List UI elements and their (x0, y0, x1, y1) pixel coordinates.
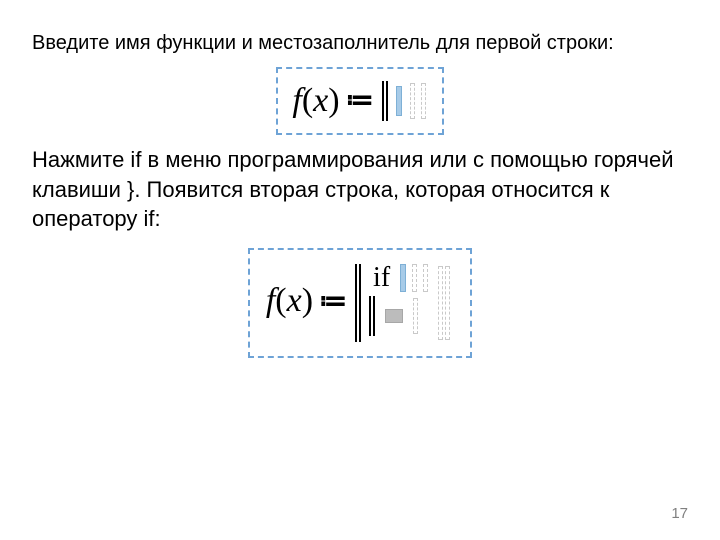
if-condition-slot (400, 264, 406, 292)
if-body (369, 296, 428, 336)
slide-page: Введите имя функции и местозаполнитель д… (0, 0, 720, 540)
open-paren: ( (302, 82, 313, 119)
placeholder-empty (423, 264, 428, 292)
open-paren: ( (275, 282, 286, 319)
func-name: f (292, 82, 301, 119)
placeholder-empty (421, 83, 426, 119)
bar (382, 81, 384, 121)
placeholder-empty (445, 266, 450, 340)
bar (386, 81, 388, 121)
math-box-2: f(x) ≔ if (248, 248, 472, 358)
figure-2: f(x) ≔ if (32, 248, 688, 358)
close-paren: ) (302, 282, 313, 319)
if-keyword: if (373, 264, 390, 292)
bar (355, 264, 357, 342)
placeholder-empty (412, 264, 417, 292)
if-header: if (369, 264, 428, 292)
close-paren: ) (328, 82, 339, 119)
assign-op: ≔ (319, 288, 347, 316)
bar (369, 296, 371, 336)
function-expr: f(x) (266, 284, 313, 318)
bar (359, 264, 361, 342)
math-box-1: f(x) ≔ (276, 67, 443, 135)
placeholder-empty (438, 266, 443, 340)
program-bars-outer (355, 264, 361, 342)
func-arg: x (287, 282, 302, 319)
figure-1: f(x) ≔ (32, 67, 688, 135)
program-bars-inner (369, 296, 375, 336)
paragraph-1: Введите имя функции и местозаполнитель д… (32, 30, 688, 57)
placeholder-active (396, 86, 402, 116)
program-bars (382, 81, 388, 121)
func-name: f (266, 282, 275, 319)
placeholder-empty (413, 298, 418, 334)
math-row-2: f(x) ≔ if (266, 264, 450, 342)
paragraph-2: Нажмите if в меню программирования или с… (32, 145, 688, 234)
assign-op: ≔ (346, 87, 374, 115)
function-expr: f(x) (292, 84, 339, 118)
trailing-placeholders (438, 266, 450, 340)
func-arg: x (313, 82, 328, 119)
page-number: 17 (671, 505, 688, 522)
if-block: if (369, 264, 428, 336)
math-row-1: f(x) ≔ (292, 81, 425, 121)
bar (373, 296, 375, 336)
if-body-slot (385, 309, 403, 323)
placeholder-empty (410, 83, 415, 119)
